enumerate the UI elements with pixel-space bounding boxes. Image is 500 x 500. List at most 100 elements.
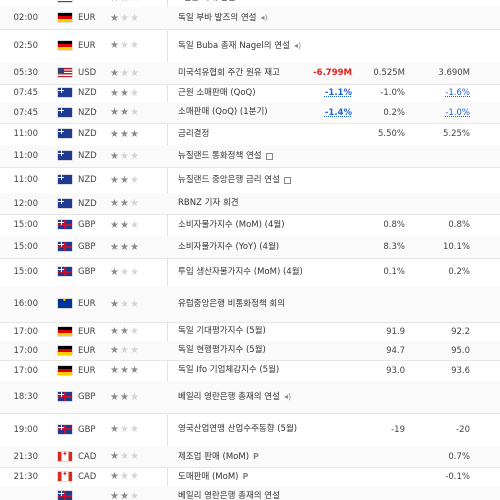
importance-stars: ★★★ xyxy=(110,341,160,360)
table-row[interactable]: 12:00 NZD ★ ★ ★ RBNZ 기자 회견 xyxy=(0,193,500,215)
table-row[interactable]: 15:00 GBP ★ ★ ★ 투입 생산자물가지수 (MoM) (4월) 0.1% 0.2% xyxy=(0,258,500,287)
star-icon: ★ xyxy=(110,451,120,462)
event-name-text[interactable]: 독일 현행평가지수 (5월) xyxy=(178,345,266,355)
table-row[interactable]: 17:00 EUR ★ ★ ★ 독일 기대평가지수 (5월) 91.9 92.2 xyxy=(0,322,500,342)
star-icon: ★ xyxy=(110,40,120,51)
table-row[interactable]: ★ ★ ★ 베일리 영란은행 총재의 연설 xyxy=(0,486,500,500)
star-icon: ★ xyxy=(110,219,120,231)
flag-nz-icon xyxy=(58,175,72,184)
currency-code: USD xyxy=(78,0,108,7)
event-name-text[interactable]: 베일리 영란은행 총재의 연설 xyxy=(178,392,280,402)
event-name[interactable]: 소매판매 (QoQ) (1분기) xyxy=(178,102,308,123)
star-icon: ★ xyxy=(110,345,120,356)
event-time: 17:00 xyxy=(13,345,39,356)
event-name[interactable]: RBNZ 기자 회견 xyxy=(178,193,308,214)
star-icon: ★ xyxy=(110,67,120,79)
event-name-text[interactable]: 도매판매 (MoM) xyxy=(178,471,239,482)
table-row[interactable]: 21:30CAD★★★제조업 판매 (MoM)P0.7% xyxy=(0,446,500,468)
event-name-text[interactable]: 유럽중앙은행 비통화정책 회의 xyxy=(178,298,286,309)
star-icon: ★ xyxy=(129,174,140,186)
table-row[interactable]: 11:00 NZD ★ ★ ★ 뉴질랜드 통화정책 연설 xyxy=(0,145,500,168)
importance-stars: ★★★ xyxy=(110,123,160,145)
table-row[interactable]: 17:00 EUR ★ ★ ★ 독일 Ifo 기업체감지수 (5월) 93.0 93.6 xyxy=(0,360,500,382)
table-row[interactable]: 19:00 GBP ★ ★ ★ 영국산업연맹 산업수주동향 (5월) -19 -20 xyxy=(0,413,500,447)
event-name[interactable]: 제조업 판매 (MoM) P xyxy=(178,446,308,467)
event-name[interactable]: 소비자물가지수 (MoM) (4월) xyxy=(178,214,308,236)
importance-stars: ★★★ xyxy=(110,102,160,123)
table-row[interactable]: 11:00 NZD ★ ★ ★ 뉴질랜드 중앙은행 금리 연설 xyxy=(0,167,500,194)
star-icon: ★ xyxy=(129,391,140,403)
event-name-text[interactable]: 소비자물가지수 (YoY) (4월) xyxy=(178,241,280,252)
previous-value: 95.0 xyxy=(451,345,470,356)
event-name-text[interactable]: 독일 Buba 총재 Nagel의 연설 xyxy=(178,40,290,51)
event-name[interactable]: 독일 부바 발즈의 연설 ◂) xyxy=(178,7,308,29)
event-name-text[interactable]: 소매판매 (QoQ) (1분기) xyxy=(178,107,268,117)
event-name-text[interactable]: 뉴질랜드 통화정책 연설 xyxy=(178,150,262,161)
event-name-text[interactable]: 독일 Ifo 기업체감지수 (5월) xyxy=(178,365,280,375)
flag-ca-icon xyxy=(58,470,72,481)
table-row[interactable]: 17:00 EUR ★ ★ ★ 독일 현행평가지수 (5월) 94.7 95.0 xyxy=(0,341,500,361)
event-name[interactable]: 독일 Ifo 기업체감지수 (5월) xyxy=(178,360,308,381)
event-name[interactable]: 베일리 영란은행 총재의 연설 ◂) xyxy=(178,381,308,413)
event-name[interactable]: 유럽중앙은행 비통화정책 회의 xyxy=(178,286,308,322)
event-name[interactable]: 독일 기대평가지수 (5월) xyxy=(178,322,308,341)
event-name-text[interactable]: 베일리 영란은행 총재의 연설 xyxy=(178,490,280,500)
importance-stars: ★★★ xyxy=(110,286,160,322)
currency-code: NZD xyxy=(78,175,97,185)
table-row[interactable]: 15:00 GBP ★ ★ ★ 소비자물가지수 (MoM) (4월) 0.8% 0.8% xyxy=(0,214,500,237)
importance-stars: ★★★ xyxy=(110,62,160,84)
table-row[interactable]: 18:30 GBP ★ ★ ★ 베일리 영란은행 총재의 연설 ◂) xyxy=(0,381,500,414)
table-row[interactable]: 21:30CAD★★★도매판매 (MoM)P-0.1% xyxy=(0,467,500,487)
event-time: 02:00 xyxy=(0,0,39,7)
event-name-text[interactable]: 금리결정 xyxy=(178,128,210,139)
event-name-text[interactable]: 2년물 국채 입찰 xyxy=(178,0,236,3)
currency-code xyxy=(78,486,108,500)
event-name[interactable]: 소비자물가지수 (YoY) (4월) xyxy=(178,236,308,258)
event-name[interactable]: 뉴질랜드 중앙은행 금리 연설 xyxy=(178,167,308,193)
star-icon: ★ xyxy=(129,128,140,140)
event-name-text[interactable]: 근원 소매판매 (QoQ) xyxy=(178,87,256,98)
table-row[interactable]: 15:00 GBP ★ ★ ★ 소비자물가지수 (YoY) (4월) 8.3% 10.1% xyxy=(0,236,500,259)
event-name-text[interactable]: 소비자물가지수 (MoM) (4월) xyxy=(178,219,285,230)
currency-code: NZD xyxy=(78,107,97,118)
event-name-text[interactable]: 독일 부바 발즈의 연설 xyxy=(178,13,257,23)
flag-gb-icon xyxy=(58,220,72,229)
event-time: 18:30 xyxy=(13,392,39,402)
event-name[interactable]: 도매판매 (MoM) P xyxy=(178,467,308,486)
event-name[interactable]: 금리결정 xyxy=(178,123,308,145)
table-row[interactable]: 02:50 EUR ★ ★ ★ 독일 Buba 총재 Nagel의 연설 ◂) xyxy=(0,29,500,63)
star-icon: ★ xyxy=(129,451,140,462)
event-name-text[interactable]: 영국산업연맹 산업수주동향 (5월) xyxy=(178,424,298,434)
event-name[interactable]: 뉴질랜드 통화정책 연설 xyxy=(178,145,308,167)
table-row[interactable]: 11:00 NZD ★ ★ ★ 금리결정 5.50% 5.25% xyxy=(0,123,500,146)
event-name-text[interactable]: 독일 기대평가지수 (5월) xyxy=(178,326,266,336)
event-name-text[interactable]: RBNZ 기자 회견 xyxy=(178,198,239,208)
table-row[interactable]: 02:00 EUR ★ ★ ★ 독일 부바 발즈의 연설 ◂) xyxy=(0,7,500,30)
flag-gb-icon xyxy=(58,392,72,401)
event-name-text[interactable]: 제조업 판매 (MoM) xyxy=(178,451,250,462)
event-name[interactable]: 베일리 영란은행 총재의 연설 xyxy=(178,486,308,500)
event-name-text[interactable]: 뉴질랜드 중앙은행 금리 연설 xyxy=(178,174,280,185)
event-name[interactable]: 2년물 국채 입찰 xyxy=(178,0,308,7)
event-name[interactable]: 영국산업연맹 산업수주동향 (5월) xyxy=(178,413,308,446)
event-name[interactable]: 근원 소매판매 (QoQ) xyxy=(178,84,308,102)
table-row[interactable]: 05:30 USD ★ ★ ★ 미국석유협회 주간 원유 재고 -6.799M 0.525M 3… xyxy=(0,62,500,85)
event-name-text[interactable]: 미국석유협회 주간 원유 재고 xyxy=(178,67,280,78)
speaker-icon: ◂) xyxy=(293,40,302,50)
previous-value: 92.2 xyxy=(451,326,470,337)
event-name[interactable]: 독일 현행평가지수 (5월) xyxy=(178,341,308,360)
table-row[interactable]: 07:45 NZD ★ ★ ★ 근원 소매판매 (QoQ) -1.1% -1.0% -1.6% xyxy=(0,84,500,103)
star-icon: ★ xyxy=(119,471,130,482)
table-row[interactable]: 07:45 NZD ★ ★ ★ 소매판매 (QoQ) (1분기) -1.4% 0.2% -1.0… xyxy=(0,102,500,124)
event-name[interactable]: 독일 Buba 총재 Nagel의 연설 ◂) xyxy=(178,29,308,62)
event-name[interactable]: 투입 생산자물가지수 (MoM) (4월) xyxy=(178,258,308,286)
star-icon: ★ xyxy=(110,0,120,4)
importance-stars: ★★★ xyxy=(110,381,160,413)
event-name-text[interactable]: 투입 생산자물가지수 (MoM) (4월) xyxy=(178,266,303,277)
event-name[interactable]: 미국석유협회 주간 원유 재고 xyxy=(178,62,308,84)
currency-code: NZD xyxy=(78,151,97,161)
flag-nz-icon xyxy=(58,107,72,117)
previous-value: 5.065% xyxy=(420,0,470,7)
event-time: 11:00 xyxy=(13,129,39,139)
